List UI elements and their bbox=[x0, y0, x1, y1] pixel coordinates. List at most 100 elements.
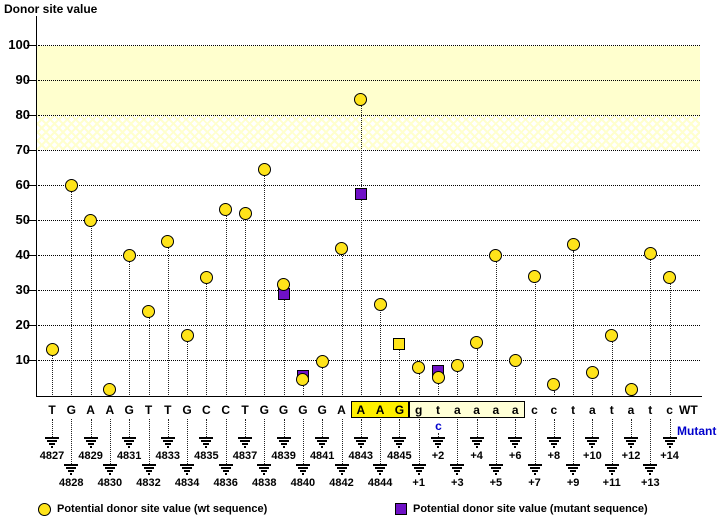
gridline bbox=[38, 80, 700, 81]
sequence-base: T bbox=[241, 403, 249, 417]
ground-icon bbox=[49, 443, 55, 445]
ground-icon bbox=[527, 464, 542, 466]
gridline bbox=[38, 325, 700, 326]
ground-icon bbox=[334, 464, 349, 466]
position-label: +5 bbox=[489, 477, 503, 489]
ruler-stem-line bbox=[515, 419, 517, 437]
stem-line bbox=[52, 355, 53, 395]
ground-icon bbox=[66, 467, 77, 469]
ground-icon bbox=[394, 440, 405, 442]
ground-icon bbox=[411, 464, 426, 466]
ruler-stem-line bbox=[650, 419, 652, 464]
wt-marker bbox=[142, 304, 155, 318]
ruler-stem-line bbox=[438, 433, 439, 437]
position-label: 4829 bbox=[78, 450, 103, 462]
position-label: +3 bbox=[451, 477, 464, 489]
ground-icon bbox=[259, 467, 270, 469]
sequence-base: T bbox=[164, 403, 172, 417]
sequence-base: T bbox=[48, 403, 56, 417]
ground-icon bbox=[413, 467, 424, 469]
sequence-base: t bbox=[571, 403, 576, 417]
ruler-stem-line bbox=[167, 419, 169, 437]
stem-line bbox=[245, 219, 246, 395]
ground-icon bbox=[45, 437, 59, 439]
y-tick bbox=[27, 360, 36, 361]
ground-icon bbox=[548, 440, 559, 442]
ground-icon bbox=[64, 464, 79, 466]
ground-icon bbox=[244, 446, 246, 448]
y-tick bbox=[27, 290, 36, 291]
position-label: 4830 bbox=[97, 477, 123, 489]
ground-icon bbox=[282, 446, 285, 448]
position-label: 4843 bbox=[348, 450, 374, 462]
stem-line bbox=[302, 381, 304, 395]
ground-icon bbox=[166, 446, 169, 448]
ground-icon bbox=[85, 440, 96, 442]
ground-icon bbox=[375, 467, 386, 469]
wt-marker bbox=[354, 92, 368, 106]
position-label: 4836 bbox=[213, 477, 238, 489]
ground-icon bbox=[514, 446, 517, 448]
ruler-stem-line bbox=[187, 419, 189, 464]
sequence-base: A bbox=[337, 403, 346, 417]
donor-site-box bbox=[408, 401, 526, 418]
wt-marker bbox=[663, 271, 677, 285]
position-label: 4833 bbox=[155, 450, 181, 462]
sequence-base: a bbox=[511, 403, 519, 417]
ground-icon bbox=[666, 443, 673, 445]
ground-icon bbox=[435, 443, 441, 445]
gridline bbox=[38, 360, 700, 361]
sequence-base: c bbox=[666, 403, 673, 417]
stem-line bbox=[534, 282, 536, 395]
y-tick bbox=[27, 325, 36, 326]
gridline bbox=[38, 185, 700, 186]
y-tick bbox=[27, 185, 36, 186]
ground-icon bbox=[263, 473, 266, 475]
wt-marker bbox=[528, 269, 541, 283]
ground-icon bbox=[630, 446, 632, 448]
ground-icon bbox=[533, 473, 536, 475]
position-label: 4834 bbox=[174, 477, 200, 489]
ground-icon bbox=[218, 464, 233, 466]
threshold-band-hatched bbox=[37, 115, 700, 150]
position-label: +14 bbox=[660, 450, 679, 462]
legend-wt-label: Potential donor site value (wt sequence) bbox=[57, 503, 268, 515]
y-tick-label: 70 bbox=[15, 142, 30, 157]
ground-icon bbox=[606, 467, 617, 469]
ground-icon bbox=[494, 473, 497, 475]
y-axis-line bbox=[36, 16, 37, 396]
ruler-stem-line bbox=[573, 419, 575, 464]
ground-icon bbox=[624, 437, 638, 439]
stem-line bbox=[71, 191, 73, 395]
ground-icon bbox=[490, 467, 501, 469]
ground-icon bbox=[143, 467, 154, 469]
stem-line bbox=[283, 290, 285, 395]
stem-line bbox=[148, 317, 150, 395]
ground-icon bbox=[280, 443, 287, 445]
ground-icon bbox=[415, 470, 422, 472]
ground-icon bbox=[147, 473, 150, 475]
sequence-base: A bbox=[356, 403, 366, 417]
stem-line bbox=[418, 373, 420, 395]
ground-icon bbox=[203, 443, 210, 445]
ground-icon bbox=[433, 440, 443, 442]
position-label: 4840 bbox=[290, 477, 316, 489]
position-label: 4839 bbox=[271, 450, 296, 462]
ruler-stem-line bbox=[457, 419, 459, 464]
position-label: +10 bbox=[583, 450, 602, 462]
wt-marker bbox=[605, 329, 619, 342]
legend-mutant-square-icon bbox=[395, 503, 407, 515]
wt-marker bbox=[161, 234, 175, 248]
y-tick-label: 30 bbox=[15, 282, 30, 297]
position-label: +12 bbox=[621, 450, 641, 462]
ruler-stem-line bbox=[264, 419, 266, 464]
wt-marker bbox=[373, 297, 387, 311]
gridline bbox=[38, 220, 700, 221]
ground-icon bbox=[452, 467, 463, 469]
position-label: 4845 bbox=[387, 450, 412, 462]
y-tick-label: 50 bbox=[15, 212, 30, 227]
gridline bbox=[38, 45, 700, 46]
y-tick bbox=[27, 45, 36, 46]
position-label: 4832 bbox=[136, 477, 161, 489]
ruler-stem-line bbox=[360, 419, 362, 437]
